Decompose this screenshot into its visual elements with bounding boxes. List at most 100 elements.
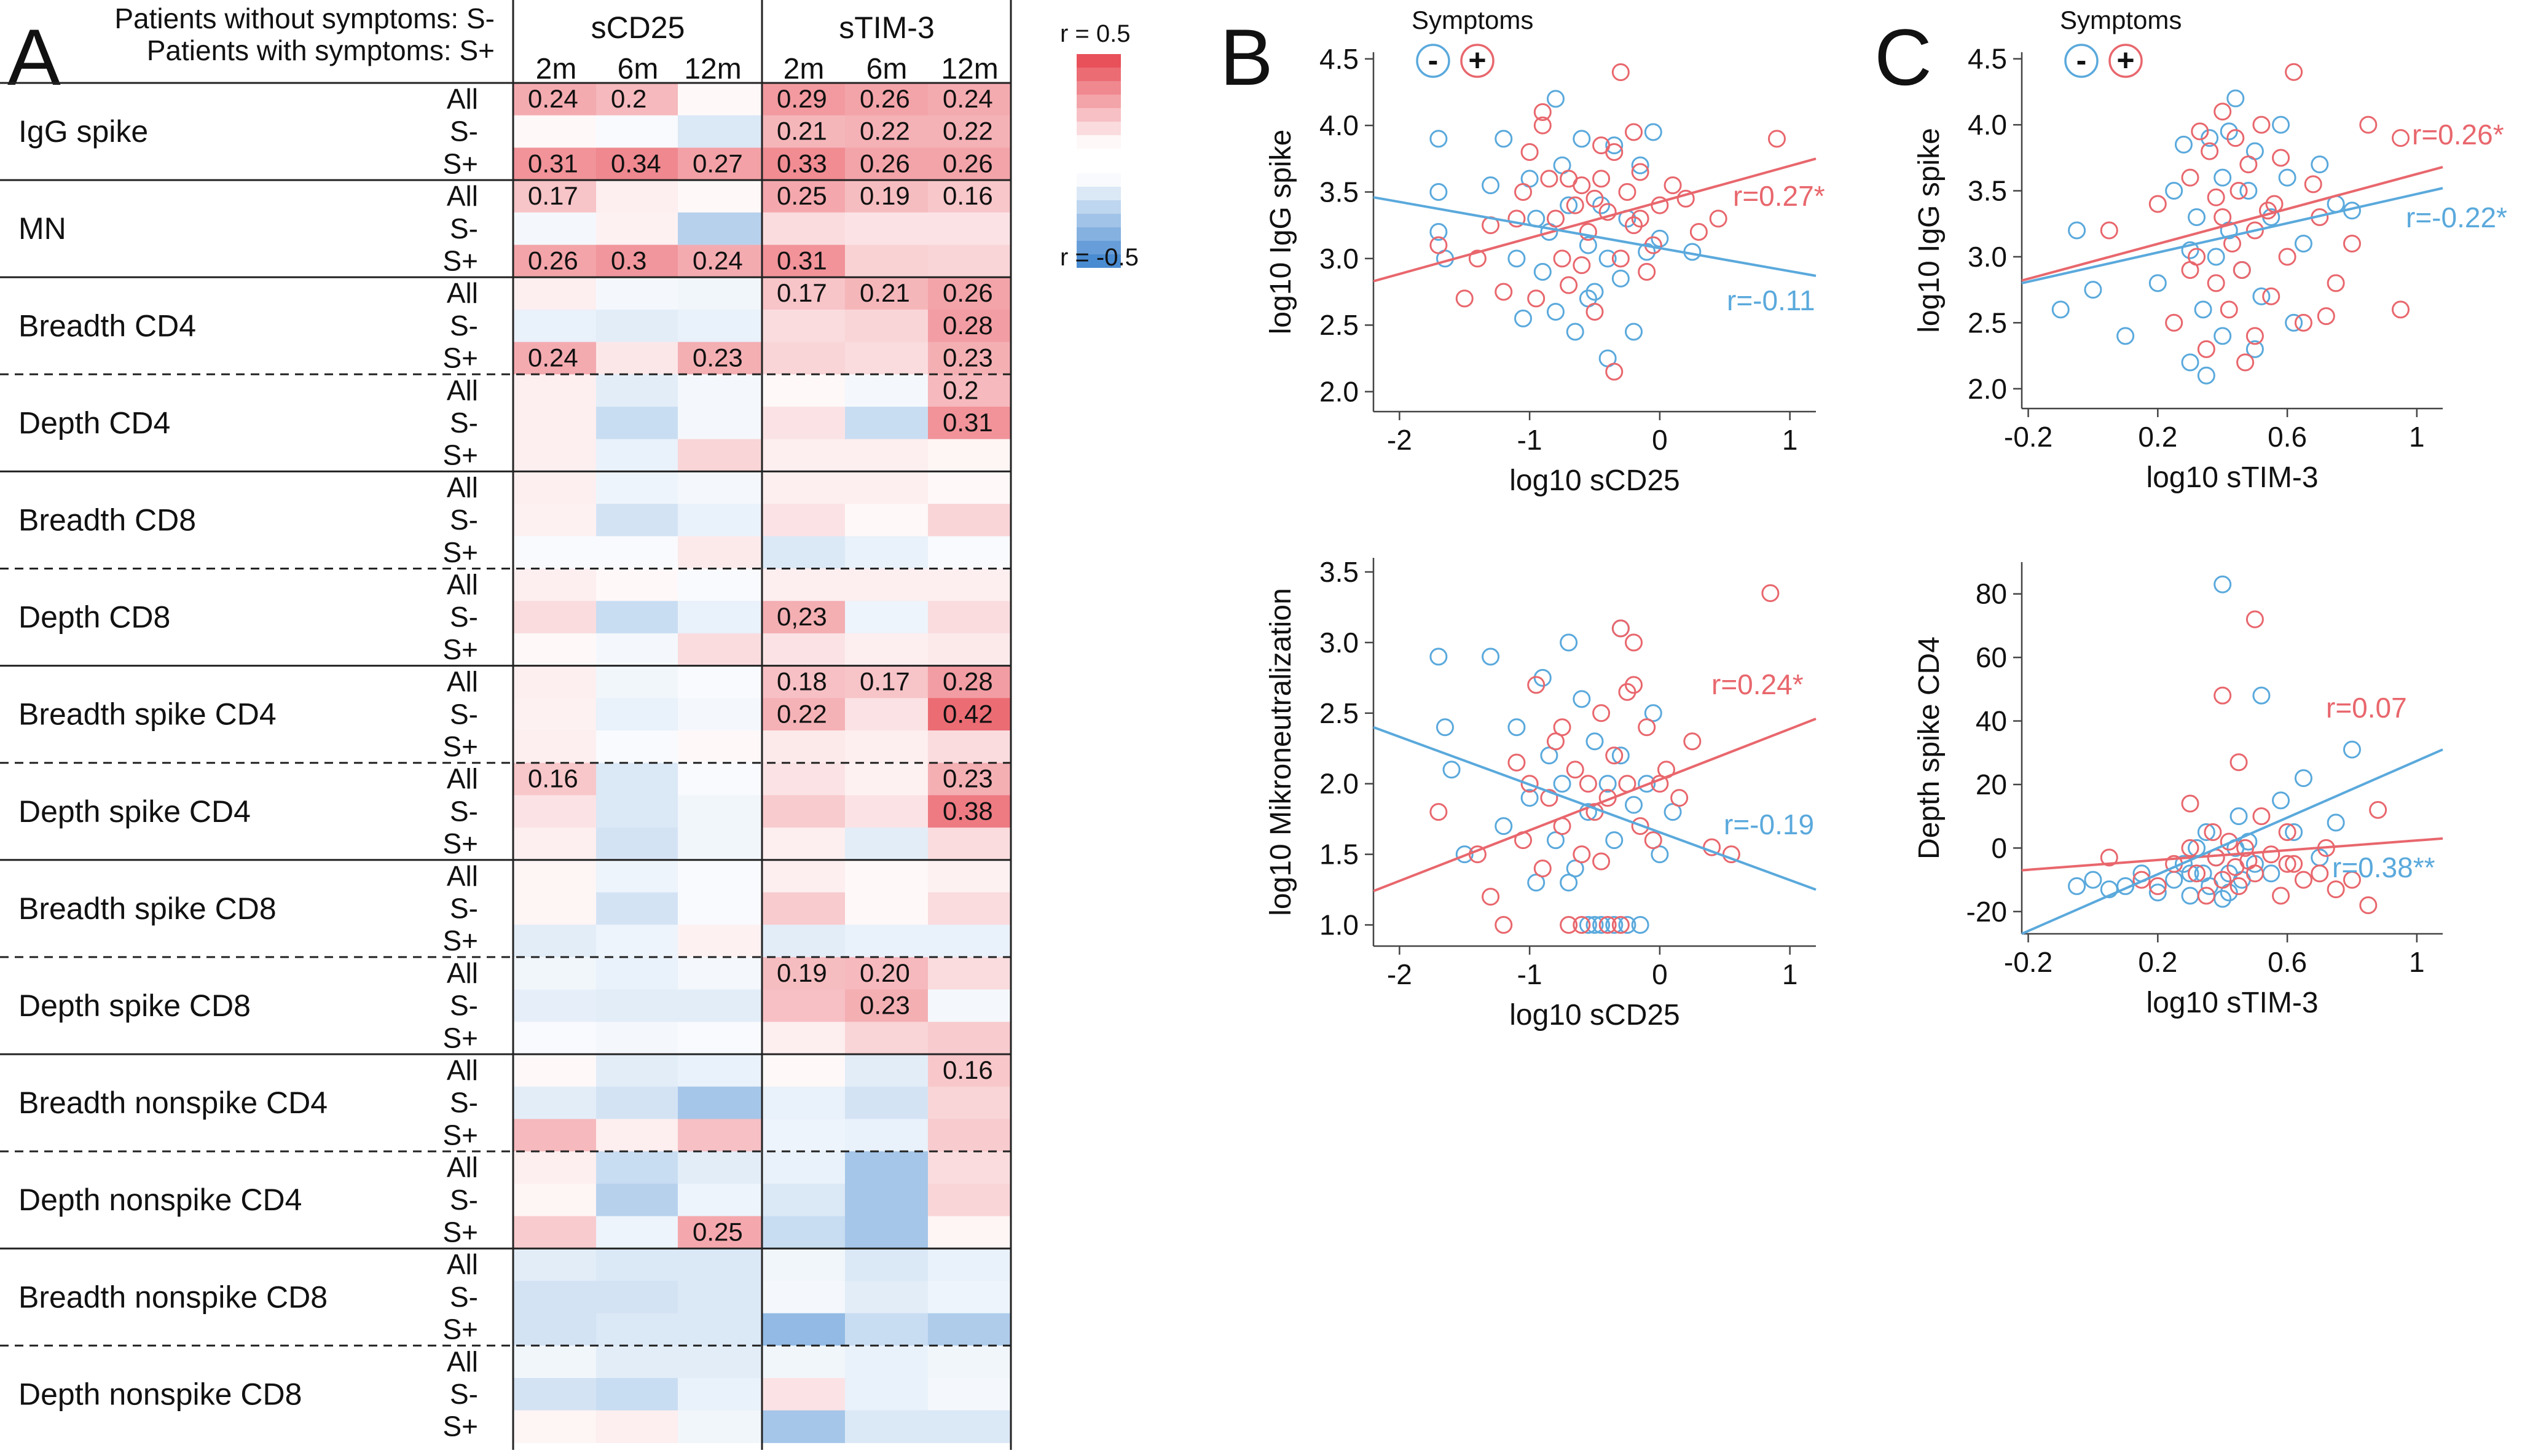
legend-marker-minus (2064, 44, 2099, 78)
heatmap-cell (845, 471, 928, 504)
heatmap-cell (762, 1151, 845, 1184)
y-tick-label: 3.5 (1319, 176, 1359, 208)
x-tick-label: -2 (1387, 424, 1412, 456)
heatmap-cell (762, 212, 845, 245)
heatmap-cell (845, 1378, 928, 1411)
point-s-minus (2343, 740, 2361, 759)
y-tick-label: -20 (1966, 896, 2007, 928)
y-tick-label: 3.5 (1319, 556, 1359, 588)
heatmap-cell (928, 1151, 1011, 1184)
subgroup-label: S- (450, 990, 478, 1022)
point-s-minus (1625, 796, 1643, 814)
subgroup-label: S- (450, 698, 478, 730)
heatmap-cell (596, 1313, 678, 1346)
point-s-minus (1611, 746, 1630, 765)
point-s-minus (1585, 916, 1604, 934)
heatmap-cell (678, 1313, 762, 1346)
point-s-plus (1664, 176, 1682, 195)
heatmap-cell (513, 309, 596, 343)
heatmap-value: 0.25 (777, 181, 827, 210)
x-tick-label: 0.6 (2268, 421, 2307, 453)
heatmap-cell (596, 309, 678, 343)
point-s-minus (1573, 130, 1591, 148)
heatmap-cell (513, 568, 596, 601)
heatmap-value: 0.22 (943, 117, 993, 146)
point-s-plus (2226, 129, 2245, 147)
point-s-minus (1495, 817, 1513, 836)
heatmap-cell (845, 1022, 928, 1055)
heatmap-value: 0.25 (693, 1218, 743, 1247)
heatmap-cell (928, 730, 1011, 764)
colorbar-step (1077, 122, 1121, 135)
y-tick-label: 2.0 (1319, 768, 1359, 800)
heatmap-cell (845, 925, 928, 958)
point-s-plus (2100, 848, 2118, 867)
variable-label: Depth spike CD8 (18, 988, 251, 1023)
point-s-plus (2214, 103, 2232, 121)
heatmap-cell (845, 536, 928, 569)
heatmap-cell (678, 147, 762, 181)
point-s-plus (2278, 855, 2296, 873)
point-s-plus (2132, 871, 2151, 889)
subgroup-label: All (447, 277, 478, 309)
heatmap-cell (762, 828, 845, 861)
heatmap-cell (845, 1216, 928, 1249)
heatmap-cell (513, 859, 596, 893)
point-s-plus (1683, 732, 1702, 751)
legend-marker-plus (1460, 44, 1495, 78)
y-tick-label: 3.0 (1319, 243, 1359, 275)
point-s-plus (1520, 143, 1539, 161)
heatmap-cell (928, 147, 1011, 181)
point-s-plus (1611, 63, 1630, 81)
subgroup-label: All (447, 1248, 478, 1280)
point-s-plus (1592, 136, 1611, 155)
point-s-plus (1638, 263, 1656, 281)
x-tick-label: -2 (1387, 958, 1412, 990)
subgroup-label: S+ (442, 342, 478, 374)
heatmap-cell (762, 1022, 845, 1055)
heatmap-cell (513, 1216, 596, 1249)
heatmap-cell (928, 1345, 1011, 1379)
heatmap-value: 0.17 (528, 181, 578, 210)
point-s-plus (1573, 916, 1591, 934)
panel-a-heatmap: A Patients without symptoms: S- Patients… (0, 0, 1139, 1450)
colorbar-step (1077, 108, 1121, 122)
heatmap-cell (596, 471, 678, 504)
point-s-plus (2262, 845, 2280, 864)
heatmap-value: 0.24 (943, 84, 993, 113)
point-s-plus (2233, 260, 2251, 279)
heatmap-cell (596, 1216, 678, 1249)
heatmap-cell (513, 633, 596, 667)
y-tick-label: 2.5 (1319, 309, 1359, 341)
subgroup-label: All (447, 1345, 478, 1377)
heatmap-cell (596, 407, 678, 440)
heatmap-value: 0.27 (693, 149, 743, 178)
point-s-minus (2068, 877, 2086, 895)
heatmap-cell (678, 892, 762, 925)
x-axis-label: log10 sCD25 (1509, 999, 1680, 1031)
heatmap-cell (762, 504, 845, 537)
point-s-minus (2181, 241, 2199, 259)
point-s-plus (2272, 887, 2290, 905)
r-value-label: r=0.26* (2412, 119, 2504, 151)
point-s-plus (2252, 807, 2271, 826)
point-s-plus (1560, 916, 1578, 934)
heatmap-cell (678, 471, 762, 504)
heatmap-cell (928, 665, 1011, 699)
point-s-minus (1429, 648, 1448, 666)
heatmap-cell (678, 1054, 762, 1087)
point-s-minus (2116, 327, 2135, 345)
point-s-minus (1482, 648, 1500, 666)
heatmap-cell (596, 568, 678, 601)
heatmap-cell (678, 504, 762, 537)
heatmap-cell (845, 180, 928, 213)
subgroup-label: S- (450, 1087, 478, 1119)
y-tick-label: 4.5 (1319, 43, 1359, 75)
heatmap-cell (762, 601, 845, 634)
heatmap-cell (928, 1378, 1011, 1411)
point-s-plus (1592, 170, 1611, 188)
heatmap-cell (928, 374, 1011, 407)
heatmap-cell (762, 1313, 845, 1346)
heatmap-cell (513, 665, 596, 699)
subgroup-label: All (447, 860, 478, 892)
